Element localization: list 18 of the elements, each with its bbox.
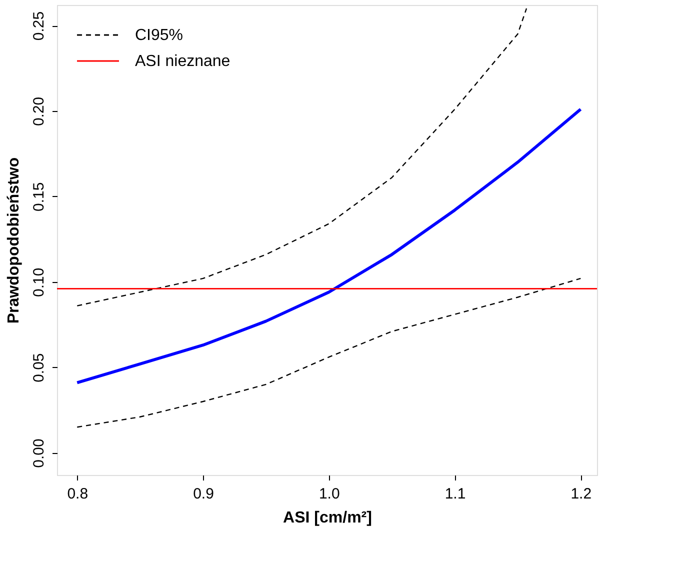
x-axis-title: ASI [cm/m²] — [283, 510, 372, 526]
y-tick-label: 0.00 — [30, 438, 48, 468]
line-series — [76, 8, 528, 306]
x-tick-label: 0.8 — [67, 486, 88, 502]
x-tick-label: 1.1 — [444, 486, 466, 502]
y-tick-label: 0.10 — [30, 268, 48, 297]
y-tick-label: 0.05 — [30, 353, 48, 382]
x-tick-label: 0.9 — [193, 486, 214, 502]
legend-label: CI95% — [135, 27, 184, 44]
y-tick-label: 0.20 — [30, 96, 48, 126]
x-tick-label: 1.2 — [570, 486, 592, 502]
y-tick-label: 0.25 — [30, 11, 48, 41]
y-tick-label: 0.15 — [30, 182, 48, 212]
line-series — [76, 278, 582, 428]
line-series — [76, 108, 582, 384]
y-axis-title: Prawdopodobieństwo — [6, 157, 22, 324]
x-tick-label: 1.0 — [318, 486, 340, 502]
legend-label: ASI nieznane — [135, 53, 230, 70]
